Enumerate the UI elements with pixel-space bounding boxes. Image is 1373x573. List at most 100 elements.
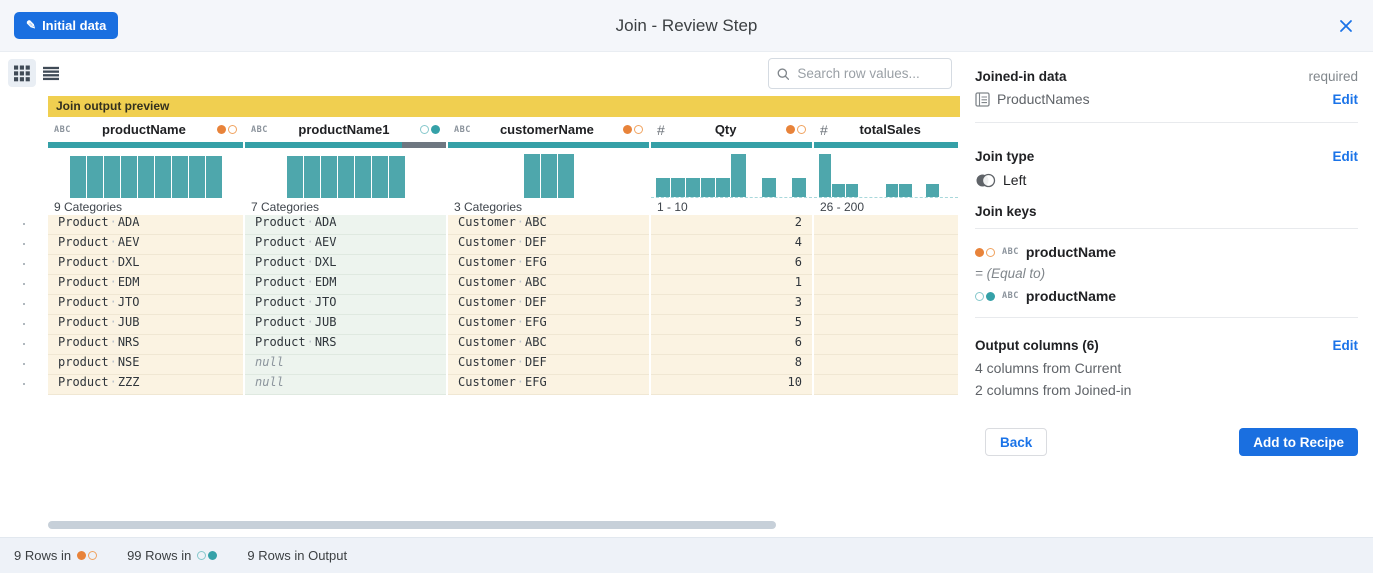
table-cell: null — [245, 375, 446, 395]
column-name: totalSales — [859, 122, 921, 137]
whitespace-dot: · — [306, 275, 314, 289]
column-name: customerName — [499, 122, 594, 137]
histogram-bar — [171, 156, 188, 198]
preview-column-customerName: ABC customerName 3 Categories Customer·ABC C… — [448, 117, 651, 395]
joined-in-data-title: Joined-in data — [975, 69, 1067, 84]
back-button[interactable]: Back — [985, 428, 1048, 456]
null-value: null — [255, 355, 284, 369]
add-to-recipe-button[interactable]: Add to Recipe — [1239, 428, 1358, 456]
table-cell: Customer·ABC — [448, 335, 649, 355]
whitespace-dot: · — [306, 235, 314, 249]
row-marker[interactable] — [0, 314, 48, 334]
list-view-button[interactable] — [37, 59, 65, 87]
table-cell: 5 — [651, 315, 812, 335]
row-marker[interactable] — [0, 234, 48, 254]
histogram-bar — [354, 156, 371, 198]
joined-dataset-name: ProductNames — [997, 91, 1090, 107]
edit-output-columns-link[interactable]: Edit — [1332, 338, 1359, 353]
table-cell: 8 — [651, 355, 812, 375]
search-input[interactable] — [795, 65, 943, 82]
status-bar: 9 Rows in 99 Rows in 9 Rows in Output — [0, 537, 1373, 573]
join-type-value: Left — [1003, 172, 1027, 188]
histogram-slot — [886, 184, 899, 197]
edit-join-type-link[interactable]: Edit — [1332, 149, 1359, 164]
column-histogram — [245, 150, 446, 198]
column-histogram — [48, 150, 243, 198]
string-type-icon: ABC — [1002, 291, 1019, 301]
row-marker[interactable] — [0, 254, 48, 274]
column-header-customerName[interactable]: ABC customerName — [448, 117, 649, 142]
histogram-slot — [716, 178, 731, 197]
table-cell — [814, 275, 958, 295]
initial-data-button[interactable]: ✎ Initial data — [14, 12, 119, 39]
dataset-dot — [431, 125, 440, 134]
row-marker[interactable] — [0, 294, 48, 314]
table-cell: Product·ADA — [48, 215, 243, 235]
whitespace-dot: · — [306, 335, 314, 349]
table-cell: null — [245, 355, 446, 375]
histogram-slot — [819, 154, 832, 197]
whitespace-dot: · — [109, 235, 117, 249]
join-settings-panel: Joined-in data required ProductNames Edi… — [975, 52, 1358, 537]
row-marker[interactable] — [0, 374, 48, 394]
horizontal-scrollbar[interactable] — [48, 521, 776, 529]
whitespace-dot: · — [306, 255, 314, 269]
left-join-icon — [976, 173, 996, 187]
histogram-bar — [86, 156, 103, 198]
column-header-totalSales[interactable]: # totalSales — [814, 117, 958, 142]
whitespace-dot: · — [516, 235, 525, 249]
join-preview-grid: Join output preview ABC productName 9 Cate… — [48, 96, 960, 520]
table-cell: 2 — [651, 215, 812, 235]
row-marker[interactable] — [0, 354, 48, 374]
preview-column-Qty: # Qty 1 - 10 2 4 6 1 3 5 6 8 10 — [651, 117, 814, 395]
output-columns-current: 4 columns from Current — [975, 360, 1122, 376]
histogram-range-label: 9 Categories — [54, 200, 123, 214]
table-cell: Customer·EFG — [448, 255, 649, 275]
histogram-bar — [320, 156, 337, 198]
search-icon — [777, 67, 790, 80]
whitespace-dot: · — [109, 295, 117, 309]
string-type-icon: ABC — [251, 124, 268, 135]
close-button[interactable] — [1333, 13, 1359, 39]
status-row-count: 99 Rows in — [127, 548, 218, 563]
histogram-slot — [686, 178, 701, 197]
histogram-bar — [388, 156, 405, 198]
table-cell: 6 — [651, 335, 812, 355]
row-marker[interactable] — [0, 334, 48, 354]
output-columns-title: Output columns (6) — [975, 338, 1099, 353]
valid-values-segment — [814, 142, 958, 148]
column-histogram — [448, 150, 649, 198]
histogram-slot — [791, 178, 806, 197]
table-cell: Product·DXL — [245, 255, 446, 275]
close-icon — [1340, 20, 1352, 32]
column-header-Qty[interactable]: # Qty — [651, 117, 812, 142]
data-quality-bar — [245, 142, 446, 148]
table-cell: Product·AEV — [245, 235, 446, 255]
valid-values-segment — [448, 142, 649, 148]
histogram-bar — [671, 178, 686, 197]
valid-values-segment — [245, 142, 402, 148]
grid-view-button[interactable] — [8, 59, 36, 87]
histogram-bar — [731, 154, 746, 197]
whitespace-dot: · — [109, 375, 117, 389]
table-cell — [814, 375, 958, 395]
joined-dataset-dots — [420, 125, 440, 134]
row-marker-dot — [23, 343, 25, 345]
dataset-dot — [197, 551, 207, 560]
string-type-icon: ABC — [54, 124, 71, 135]
dataset-dot — [634, 125, 643, 134]
histogram-bar — [205, 156, 222, 198]
row-marker[interactable] — [0, 214, 48, 234]
row-marker[interactable] — [0, 274, 48, 294]
dataset-dot — [217, 125, 226, 134]
column-header-productName1[interactable]: ABC productName1 — [245, 117, 446, 142]
histogram-bar — [154, 156, 171, 198]
histogram-bar — [845, 184, 859, 197]
histogram-range-label: 1 - 10 — [657, 200, 688, 214]
left-join-key: productName — [1025, 244, 1117, 260]
edit-joined-in-link[interactable]: Edit — [1332, 91, 1359, 107]
histogram-bar — [69, 156, 86, 198]
histogram-slot — [671, 178, 686, 197]
column-header-productName[interactable]: ABC productName — [48, 117, 243, 142]
dialog-title: Join - Review Step — [615, 16, 758, 35]
